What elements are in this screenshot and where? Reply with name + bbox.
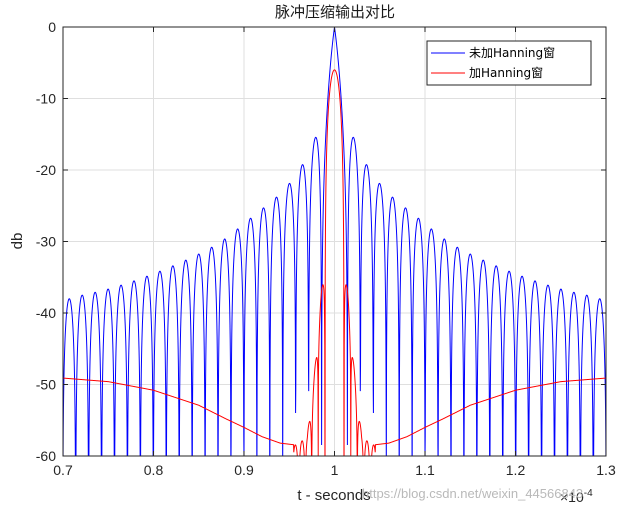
chart-title: 脉冲压缩输出对比 — [275, 3, 395, 21]
x-tick-label: 0.9 — [234, 462, 254, 478]
y-axis-label: db — [9, 233, 26, 250]
x-axis-ticks: 0.7 0.8 0.9 1 1.1 1.2 1.3 — [53, 27, 616, 478]
y-axis-ticks: 0 -10 -20 -30 -40 -50 -60 — [36, 19, 606, 464]
y-tick-label: -50 — [36, 377, 56, 393]
series-line-hanning — [63, 69, 606, 456]
x-tick-label: 0.7 — [53, 462, 73, 478]
y-tick-label: 0 — [48, 19, 56, 35]
legend-box — [426, 40, 592, 86]
plot-area — [63, 27, 606, 456]
y-tick-label: -60 — [36, 448, 56, 464]
x-exponent-power: -4 — [584, 488, 593, 499]
x-exponent-label: ×10-4 — [560, 488, 593, 505]
legend-label: 加Hanning窗 — [469, 66, 543, 80]
y-tick-label: -10 — [36, 91, 56, 107]
x-tick-label: 1.3 — [596, 462, 616, 478]
watermark-text: https://blog.csdn.net/weixin_44566843 — [362, 486, 583, 501]
legend-label: 未加Hanning窗 — [469, 46, 555, 60]
y-tick-label: -40 — [36, 305, 56, 321]
x-tick-label: 1.2 — [506, 462, 526, 478]
x-tick-label: 0.8 — [144, 462, 164, 478]
grid — [62, 26, 607, 457]
x-exponent-base: ×10 — [560, 489, 584, 505]
y-tick-label: -30 — [36, 234, 56, 250]
x-tick-label: 1.1 — [415, 462, 435, 478]
x-tick-label: 1 — [331, 462, 339, 478]
x-axis-label: t - seconds — [297, 487, 370, 504]
y-tick-label: -20 — [36, 162, 56, 178]
